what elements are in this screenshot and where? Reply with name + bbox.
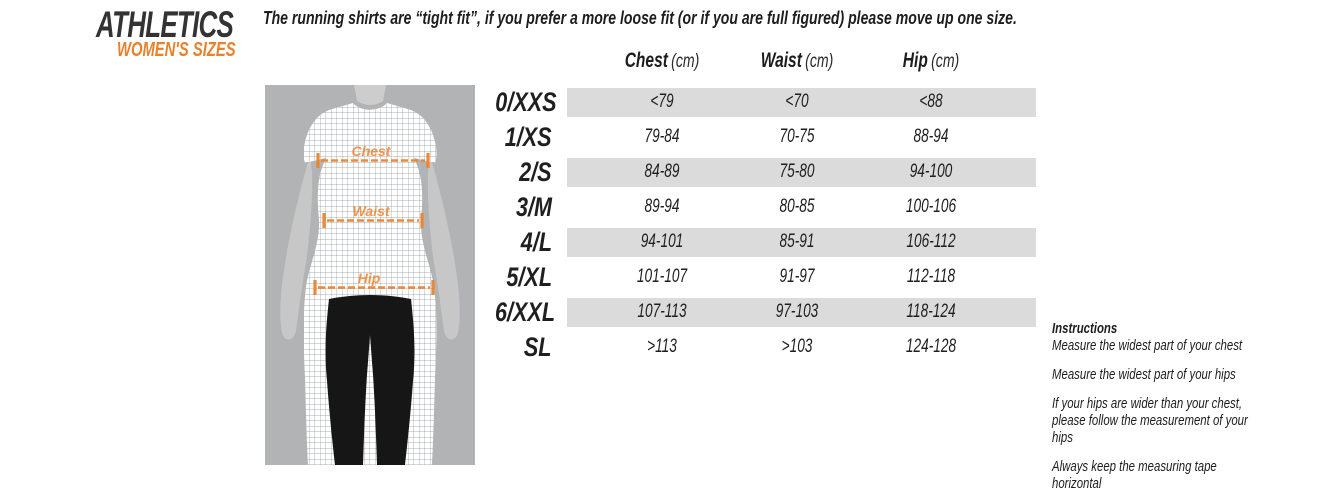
waist-value: 70-75: [779, 126, 815, 147]
table-row: 6/XXL 107-113 97-103 118-124: [480, 295, 1040, 330]
size-label: 2/S: [519, 157, 552, 187]
instruction-wider-hips: If your hips are wider than your chest, …: [1052, 395, 1248, 446]
hip-value: 118-124: [906, 301, 956, 322]
row-band: [567, 228, 1036, 257]
chest-value: 101-107: [636, 266, 688, 287]
instructions-title: Instructions: [1052, 320, 1118, 337]
chest-value: 89-94: [644, 196, 680, 217]
hip-label: Hip: [358, 270, 381, 286]
chest-label: Chest: [352, 143, 392, 159]
waist-value: 97-103: [775, 301, 819, 322]
row-band: [567, 88, 1036, 117]
measurement-figure: Chest Waist Hip: [265, 85, 475, 465]
instruction-tape: Always keep the measuring tape horizonta…: [1052, 458, 1217, 492]
size-label: 6/XXL: [495, 297, 556, 327]
hip-value: 106-112: [906, 231, 956, 252]
hip-value: 112-118: [906, 266, 956, 287]
table-row: 4/L 94-101 85-91 106-112: [480, 225, 1040, 260]
table-row: 0/XXS <79 <70 <88: [480, 85, 1040, 120]
chest-value: 79-84: [644, 126, 680, 147]
column-header-hip: Hip (cm): [902, 49, 960, 72]
waist-label: Waist: [352, 203, 390, 219]
chest-value: 84-89: [644, 161, 680, 182]
size-label: 1/XS: [505, 122, 552, 152]
table-row: 3/M 89-94 80-85 100-106: [480, 190, 1040, 225]
model-neck: [354, 85, 386, 105]
chest-value: <79: [650, 91, 674, 112]
hip-value: 94-100: [909, 161, 953, 182]
size-label: SL: [524, 332, 552, 362]
table-rows: 0/XXS <79 <70 <88 1/XS 79-84 70-75 88-94…: [480, 85, 1040, 365]
row-band: [567, 298, 1036, 327]
waist-value: 91-97: [779, 266, 815, 287]
brand-logo-text: ATHLETICS: [96, 4, 234, 45]
size-label: 3/M: [515, 192, 552, 222]
row-band: [567, 158, 1036, 187]
model-photo: Chest Waist Hip: [265, 85, 475, 465]
size-label: 5/XL: [506, 262, 552, 292]
model-left-arm: [280, 155, 313, 340]
column-header-chest: Chest (cm): [624, 49, 700, 72]
waist-value: 80-85: [779, 196, 815, 217]
instructions-panel: Instructions Measure the widest part of …: [1052, 320, 1330, 504]
model-right-arm: [427, 155, 460, 340]
model-leggings: [325, 295, 415, 465]
hip-value: <88: [919, 91, 943, 112]
chest-value: 107-113: [637, 301, 687, 322]
instruction-hips: Measure the widest part of your hips: [1052, 366, 1236, 383]
table-row: 1/XS 79-84 70-75 88-94: [480, 120, 1040, 155]
instruction-chest: Measure the widest part of your chest: [1052, 337, 1243, 354]
hip-measure-line: [313, 280, 435, 295]
size-label: 4/L: [520, 227, 552, 257]
waist-measure-line: [322, 213, 424, 228]
brand-logo: ATHLETICS: [96, 4, 292, 46]
chest-value: 94-101: [640, 231, 684, 252]
table-row: SL >113 >103 124-128: [480, 330, 1040, 365]
table-row: 5/XL 101-107 91-97 112-118: [480, 260, 1040, 295]
logo-subtitle: WOMEN'S SIZES: [117, 39, 236, 61]
chest-measure-line: [316, 153, 430, 168]
hip-value: 124-128: [905, 336, 957, 357]
hip-value: 88-94: [913, 126, 949, 147]
size-label: 0/XXS: [495, 87, 557, 117]
waist-value: 85-91: [779, 231, 815, 252]
table-row: 2/S 84-89 75-80 94-100: [480, 155, 1040, 190]
waist-value: >103: [781, 336, 813, 357]
column-header-waist: Waist (cm): [760, 49, 834, 72]
waist-value: 75-80: [779, 161, 815, 182]
waist-value: <70: [785, 91, 809, 112]
chest-value: >113: [647, 336, 677, 357]
hip-value: 100-106: [905, 196, 957, 217]
intro-note: The running shirts are “tight fit”, if y…: [263, 7, 1017, 28]
